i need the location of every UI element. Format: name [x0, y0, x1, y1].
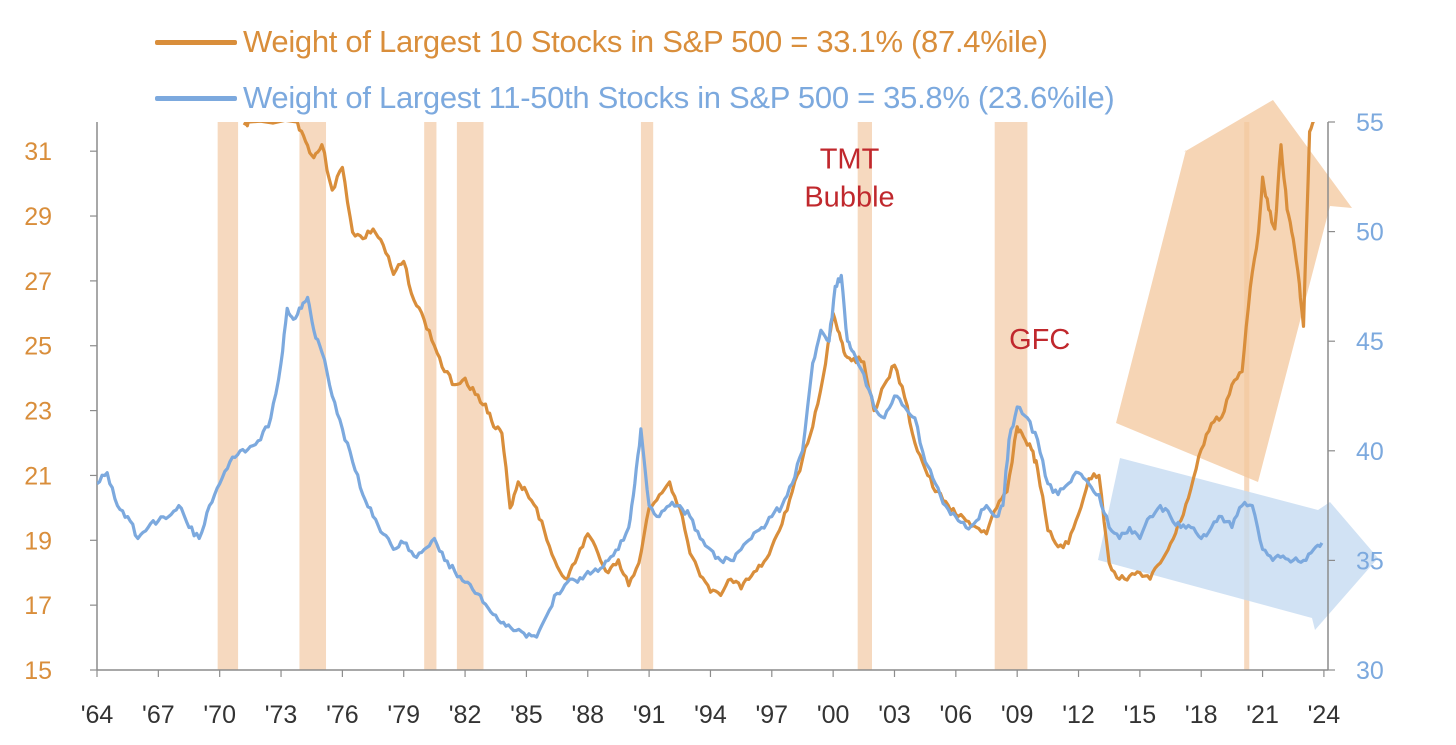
x-tick-label: '88	[571, 701, 604, 729]
x-tick-label: '67	[142, 701, 175, 729]
x-tick-label: '76	[326, 701, 359, 729]
x-tick-label: '12	[1062, 701, 1095, 729]
right-tick-label: 55	[1356, 109, 1384, 137]
x-tick-label: '70	[203, 701, 236, 729]
annotation-label: TMT	[820, 143, 880, 175]
x-tick-label: '91	[633, 701, 666, 729]
x-tick-label: '18	[1185, 701, 1218, 729]
legend-label-large10: Weight of Largest 10 Stocks in S&P 500 =…	[243, 24, 1048, 59]
left-tick-label: 25	[24, 333, 52, 361]
annotations: TMT Bubble GFC	[804, 143, 1070, 356]
series-lines	[97, 122, 1324, 639]
x-tick-label: '21	[1246, 701, 1279, 729]
legend-swatch-large10	[155, 39, 237, 45]
left-tick-label: 19	[24, 527, 52, 555]
x-tick-label: '97	[756, 701, 789, 729]
left-tick-label: 23	[24, 398, 52, 426]
left-tick-label: 31	[24, 138, 52, 166]
recession-band-6	[994, 122, 1028, 670]
left-tick-label: 17	[24, 592, 52, 620]
recession-band-5	[857, 122, 872, 670]
x-axis-tick-labels: '64 '67 '70 '73 '76 '79 '82 '85 '88 '91 '94 '97 '00 '…	[81, 701, 1341, 729]
right-axis-tick-labels: 30 35 40 45 50 55	[1356, 109, 1384, 685]
recession-band-1	[299, 122, 327, 670]
x-tick-label: '79	[387, 701, 420, 729]
right-tick-label: 30	[1356, 657, 1384, 685]
annotation-label: Bubble	[804, 181, 894, 213]
legend-item-mid: Weight of Largest 11-50th Stocks in S&P …	[155, 78, 1115, 118]
recession-band-4	[640, 122, 654, 670]
right-tick-label: 45	[1356, 328, 1384, 356]
recession-band-0	[217, 122, 239, 670]
x-tick-label: '24	[1308, 701, 1341, 729]
left-tick-label: 15	[24, 657, 52, 685]
series-line-large10	[242, 122, 1315, 597]
left-axis-tick-labels: 15 17 19 21 23 25 27 29 31	[24, 138, 52, 685]
x-tick-label: '00	[817, 701, 850, 729]
left-tick-label: 21	[24, 462, 52, 490]
trend-arrows	[1098, 100, 1378, 630]
axes	[90, 121, 1335, 677]
x-tick-label: '06	[940, 701, 973, 729]
x-tick-label: '03	[878, 701, 911, 729]
x-tick-label: '15	[1124, 701, 1157, 729]
upward-trend-arrow	[1116, 100, 1352, 482]
right-tick-label: 35	[1356, 547, 1384, 575]
x-tick-label: '09	[1001, 701, 1034, 729]
x-tick-label: '64	[81, 701, 114, 729]
left-tick-label: 29	[24, 203, 52, 231]
legend-item-large10: Weight of Largest 10 Stocks in S&P 500 =…	[155, 22, 1048, 62]
series-line-mid	[97, 273, 1324, 639]
x-tick-label: '82	[449, 701, 482, 729]
x-tick-label: '85	[510, 701, 543, 729]
recession-bands	[217, 122, 1250, 670]
recession-band-2	[424, 122, 437, 670]
legend-swatch-mid	[155, 95, 237, 101]
right-tick-label: 50	[1356, 219, 1384, 247]
annotation-label: GFC	[1009, 324, 1070, 356]
left-tick-label: 27	[24, 268, 52, 296]
right-tick-label: 40	[1356, 438, 1384, 466]
legend-label-mid: Weight of Largest 11-50th Stocks in S&P …	[243, 80, 1115, 115]
x-tick-label: '73	[265, 701, 298, 729]
x-tick-label: '94	[694, 701, 727, 729]
downward-trend-arrow	[1098, 458, 1378, 630]
